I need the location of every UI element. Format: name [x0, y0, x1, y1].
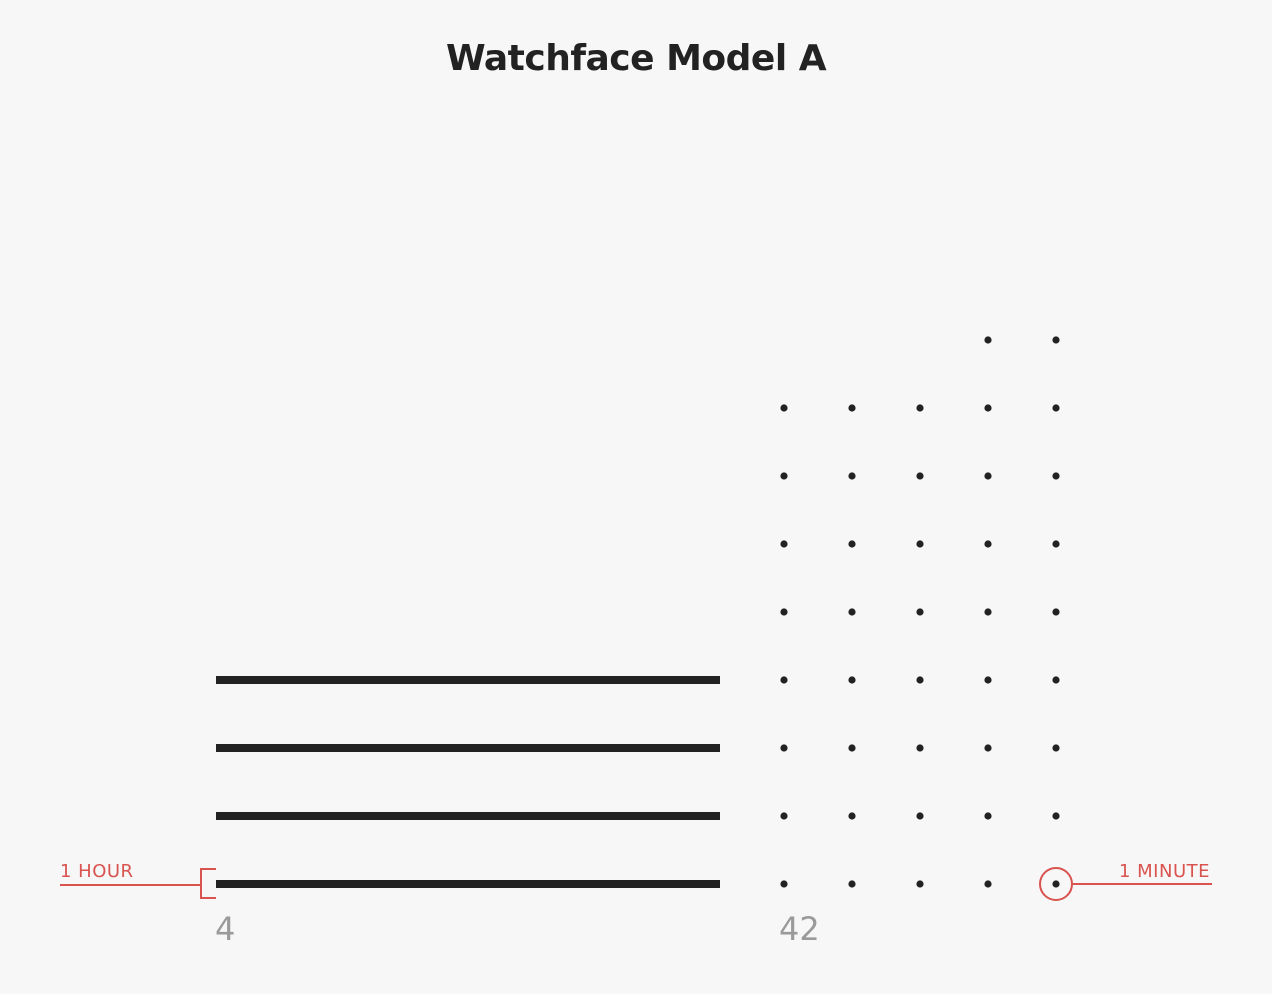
minute-dot [916, 812, 924, 820]
minute-dot [984, 812, 992, 820]
minute-dot [916, 676, 924, 684]
hour-bar [216, 676, 720, 684]
minute-dot [848, 744, 856, 752]
hour-bar [216, 812, 720, 820]
minute-dot [1052, 812, 1060, 820]
hour-legend-bracket [200, 868, 216, 899]
minute-dot [984, 472, 992, 480]
minute-dot [1052, 880, 1060, 888]
minute-dot [984, 404, 992, 412]
minute-legend: 1 MINUTE [1039, 861, 1212, 901]
minute-dot [780, 472, 788, 480]
minute-dot [848, 812, 856, 820]
minute-dot [1052, 676, 1060, 684]
minute-dot [780, 812, 788, 820]
minute-dot [984, 540, 992, 548]
minute-dot [848, 880, 856, 888]
hour-legend-label: 1 HOUR [60, 861, 134, 882]
minute-dot [984, 676, 992, 684]
hour-bar [216, 744, 720, 752]
minute-legend-label: 1 MINUTE [1119, 861, 1210, 882]
minute-dots [780, 336, 1060, 888]
watchface-title: Watchface Model A [445, 38, 827, 79]
minute-dot [780, 880, 788, 888]
minute-dot [848, 676, 856, 684]
minute-dot [780, 540, 788, 548]
minute-dot [780, 676, 788, 684]
minute-dot [984, 744, 992, 752]
minute-dot [916, 880, 924, 888]
minute-dot [848, 540, 856, 548]
minute-dot [984, 880, 992, 888]
minute-dot [984, 336, 992, 344]
hour-bars [216, 676, 720, 888]
minute-dot [848, 404, 856, 412]
minute-dot [916, 608, 924, 616]
hour-bar [216, 880, 720, 888]
minute-dot [1052, 744, 1060, 752]
minute-dot [780, 608, 788, 616]
minute-dot [780, 404, 788, 412]
minute-dot [780, 744, 788, 752]
minute-dot [916, 472, 924, 480]
minute-dot [848, 472, 856, 480]
minutes-readout: 42 [779, 910, 820, 948]
minute-dot [984, 608, 992, 616]
minute-dot [916, 540, 924, 548]
minute-dot [1052, 404, 1060, 412]
minute-dot [1052, 608, 1060, 616]
hours-readout: 4 [215, 910, 235, 948]
minute-dot [916, 744, 924, 752]
hour-legend: 1 HOUR [60, 861, 216, 899]
minute-dot [916, 404, 924, 412]
minute-dot [1052, 472, 1060, 480]
minute-dot [848, 608, 856, 616]
minute-dot [1052, 336, 1060, 344]
minute-dot [1052, 540, 1060, 548]
